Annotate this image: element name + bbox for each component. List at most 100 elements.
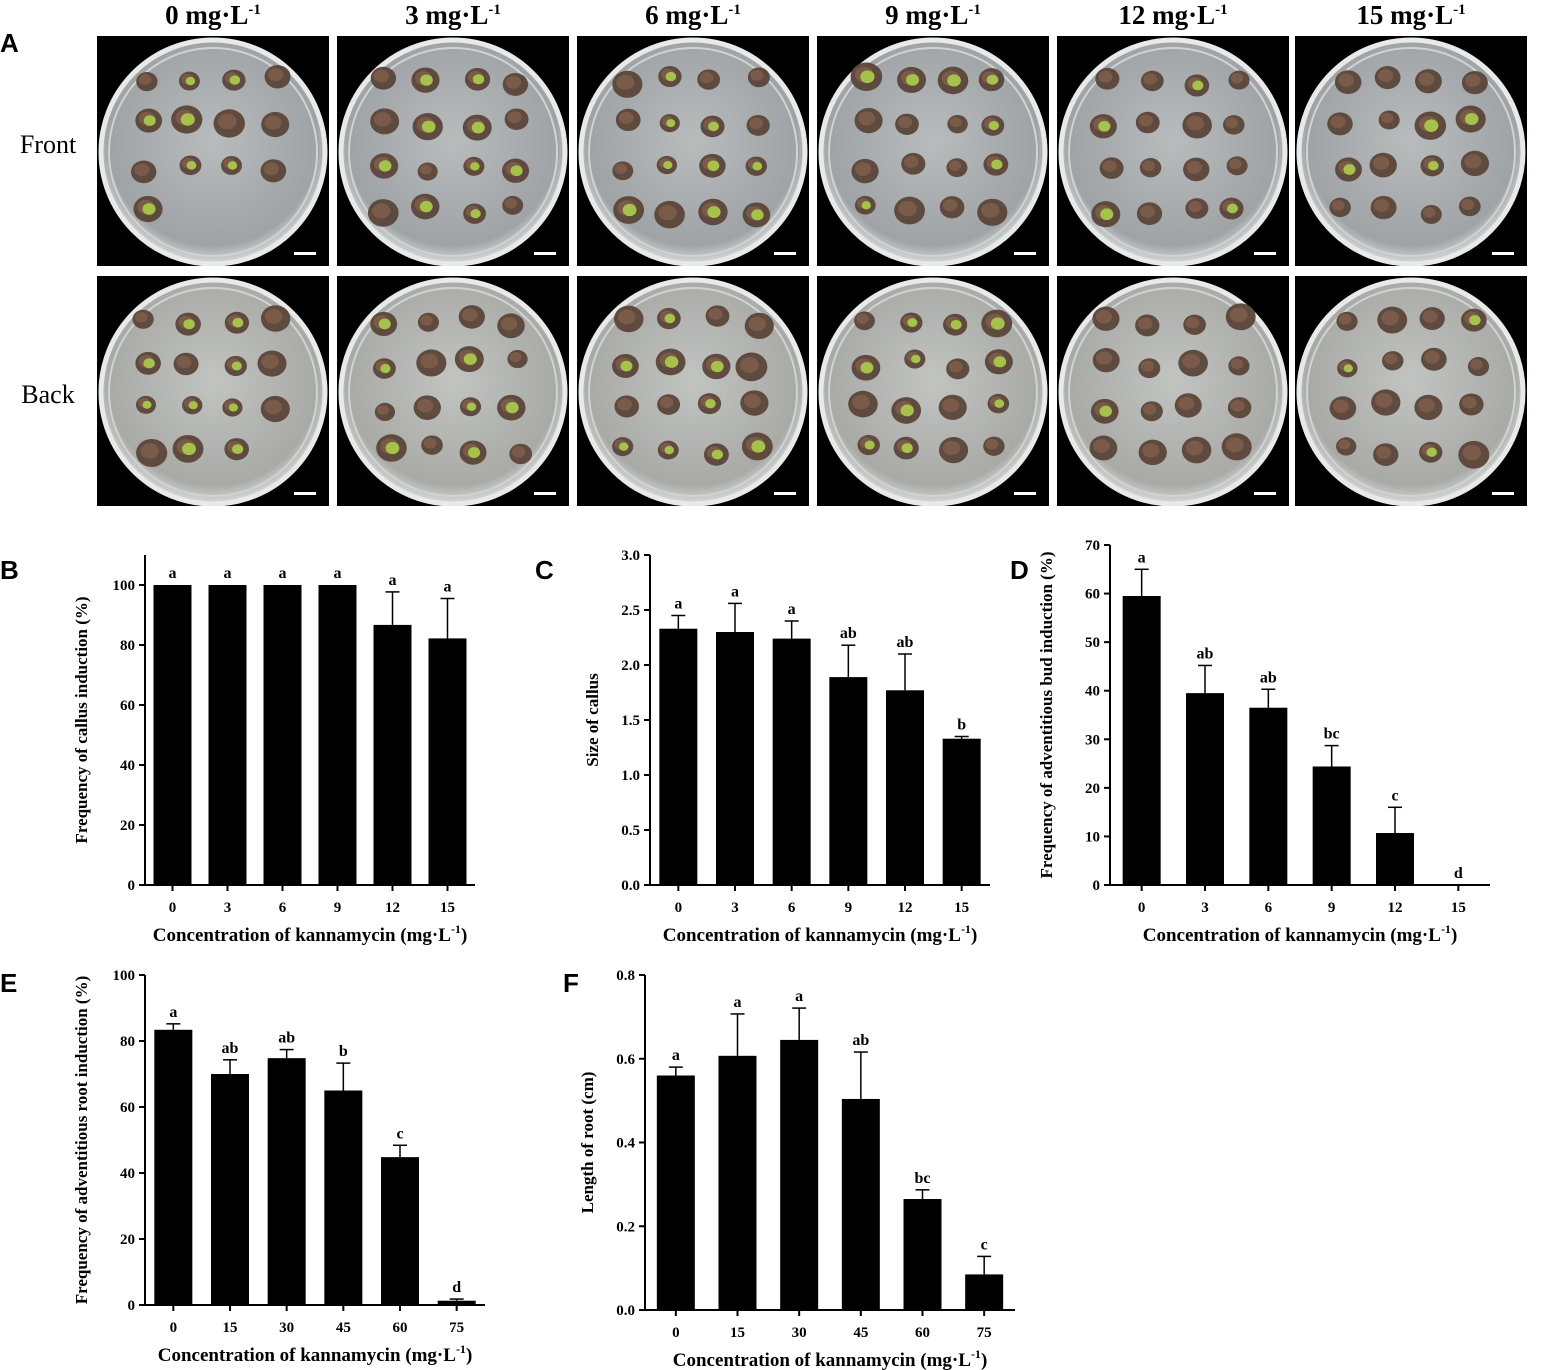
scale-bar bbox=[534, 252, 556, 255]
explant bbox=[1459, 393, 1484, 416]
explant bbox=[1461, 308, 1487, 332]
explant bbox=[171, 105, 203, 134]
petri-dish-image bbox=[98, 277, 328, 506]
y-tick-label: 0.5 bbox=[621, 823, 640, 839]
y-tick-label: 1.0 bbox=[621, 768, 640, 784]
explant bbox=[1136, 202, 1163, 226]
explant bbox=[1091, 201, 1121, 228]
bar bbox=[267, 1058, 306, 1305]
explant bbox=[507, 349, 528, 369]
petri-dish bbox=[1058, 37, 1288, 266]
panel-letter-d: D bbox=[1010, 555, 1029, 585]
explant bbox=[745, 156, 768, 176]
panel-letter-f: F bbox=[563, 968, 579, 998]
significance-letter: a bbox=[169, 565, 177, 582]
explant bbox=[937, 66, 969, 95]
explant bbox=[222, 398, 243, 417]
y-tick-label: 80 bbox=[120, 1034, 135, 1050]
y-tick-label: 60 bbox=[1085, 587, 1100, 603]
explant bbox=[854, 311, 875, 331]
chart-svg: 0.0 0.2 0.4 0.6 0.8 a 0 a 15 a 30 ab 45 bc 60 c 75 Concen… bbox=[578, 968, 1015, 1370]
concentration-label: 15 mg·L-1 bbox=[1295, 0, 1527, 31]
explant bbox=[981, 115, 1005, 136]
explant bbox=[374, 402, 396, 422]
explant bbox=[1135, 111, 1160, 134]
x-tick-label: 0 bbox=[675, 900, 683, 916]
petri-dish-photo bbox=[817, 36, 1049, 266]
explant bbox=[987, 393, 1010, 414]
bar bbox=[263, 585, 302, 885]
explant bbox=[854, 195, 876, 215]
explant bbox=[1138, 439, 1167, 466]
explant bbox=[612, 437, 634, 457]
chart-svg: 0.0 0.5 1.0 1.5 2.0 2.5 3.0 a 0 a 3 a 6 ab 9 ab 12 b 15 Con… bbox=[583, 548, 990, 946]
explant bbox=[367, 199, 399, 227]
explant bbox=[613, 305, 644, 333]
explant bbox=[1221, 433, 1252, 461]
chart-root-length: 0.0 0.2 0.4 0.6 0.8 a 0 a 15 a 30 ab 45 bc 60 c 75 Concen… bbox=[560, 965, 1060, 1370]
concentration-label: 0 mg·L-1 bbox=[97, 0, 329, 31]
petri-dish-image bbox=[818, 37, 1048, 266]
explant bbox=[1337, 359, 1358, 378]
explant bbox=[1089, 114, 1117, 139]
panel-letter-a: A bbox=[0, 28, 19, 58]
scale-bar bbox=[1254, 492, 1276, 495]
concentration-label: 12 mg·L-1 bbox=[1057, 0, 1289, 31]
x-tick-label: 45 bbox=[336, 1320, 351, 1336]
chart-callus-size: 0.0 0.5 1.0 1.5 2.0 2.5 3.0 a 0 a 3 a 6 ab 9 ab 12 b 15 Con… bbox=[560, 540, 1030, 946]
x-tick-label: 9 bbox=[1328, 900, 1336, 916]
explant bbox=[657, 394, 681, 415]
explant bbox=[224, 355, 248, 377]
explant bbox=[1138, 358, 1161, 379]
explant bbox=[413, 395, 441, 420]
explant bbox=[612, 70, 643, 98]
significance-letter: ab bbox=[278, 1030, 295, 1047]
y-tick-label: 10 bbox=[1085, 829, 1100, 845]
explant bbox=[698, 198, 728, 226]
bar bbox=[942, 738, 981, 885]
y-tick-label: 0.2 bbox=[616, 1219, 635, 1235]
explant bbox=[938, 394, 967, 421]
explant bbox=[1420, 204, 1442, 224]
explant bbox=[946, 158, 968, 178]
concentration-label-text: 3 mg·L bbox=[405, 0, 489, 30]
bar bbox=[886, 690, 924, 885]
petri-dish-photo bbox=[577, 36, 809, 266]
significance-letter: a bbox=[224, 565, 232, 582]
explant bbox=[464, 67, 491, 91]
explant bbox=[1419, 441, 1443, 463]
x-tick-label: 9 bbox=[334, 900, 342, 916]
y-tick-label: 0.6 bbox=[616, 1052, 635, 1068]
explant bbox=[703, 443, 729, 466]
x-tick-label: 9 bbox=[845, 900, 853, 916]
explant bbox=[854, 107, 883, 134]
explant bbox=[1174, 393, 1202, 418]
y-tick-label: 20 bbox=[1085, 781, 1100, 797]
y-tick-label: 0.4 bbox=[616, 1136, 635, 1152]
explant bbox=[412, 113, 443, 141]
x-tick-label: 30 bbox=[792, 1325, 807, 1341]
x-tick-label: 3 bbox=[224, 900, 232, 916]
explant bbox=[1092, 306, 1120, 331]
explant bbox=[1327, 112, 1353, 136]
y-tick-label: 20 bbox=[120, 1232, 135, 1248]
concentration-label-superscript: -1 bbox=[1453, 2, 1466, 18]
explant bbox=[502, 195, 524, 215]
scale-bar bbox=[1492, 492, 1514, 495]
y-tick-label: 0 bbox=[128, 878, 136, 894]
significance-letter: ab bbox=[222, 1040, 239, 1057]
explant bbox=[939, 196, 965, 219]
explant bbox=[1336, 437, 1357, 456]
bar bbox=[1312, 766, 1351, 885]
bar bbox=[211, 1074, 249, 1305]
explant bbox=[1382, 351, 1404, 371]
explant bbox=[411, 193, 440, 220]
explant bbox=[741, 432, 773, 461]
significance-letter: c bbox=[981, 1236, 988, 1253]
y-tick-label: 40 bbox=[1085, 684, 1100, 700]
explant bbox=[132, 309, 154, 329]
explant bbox=[850, 62, 883, 92]
petri-dish-image bbox=[338, 277, 568, 506]
explant bbox=[1228, 70, 1250, 90]
petri-dish-photo bbox=[337, 36, 569, 266]
